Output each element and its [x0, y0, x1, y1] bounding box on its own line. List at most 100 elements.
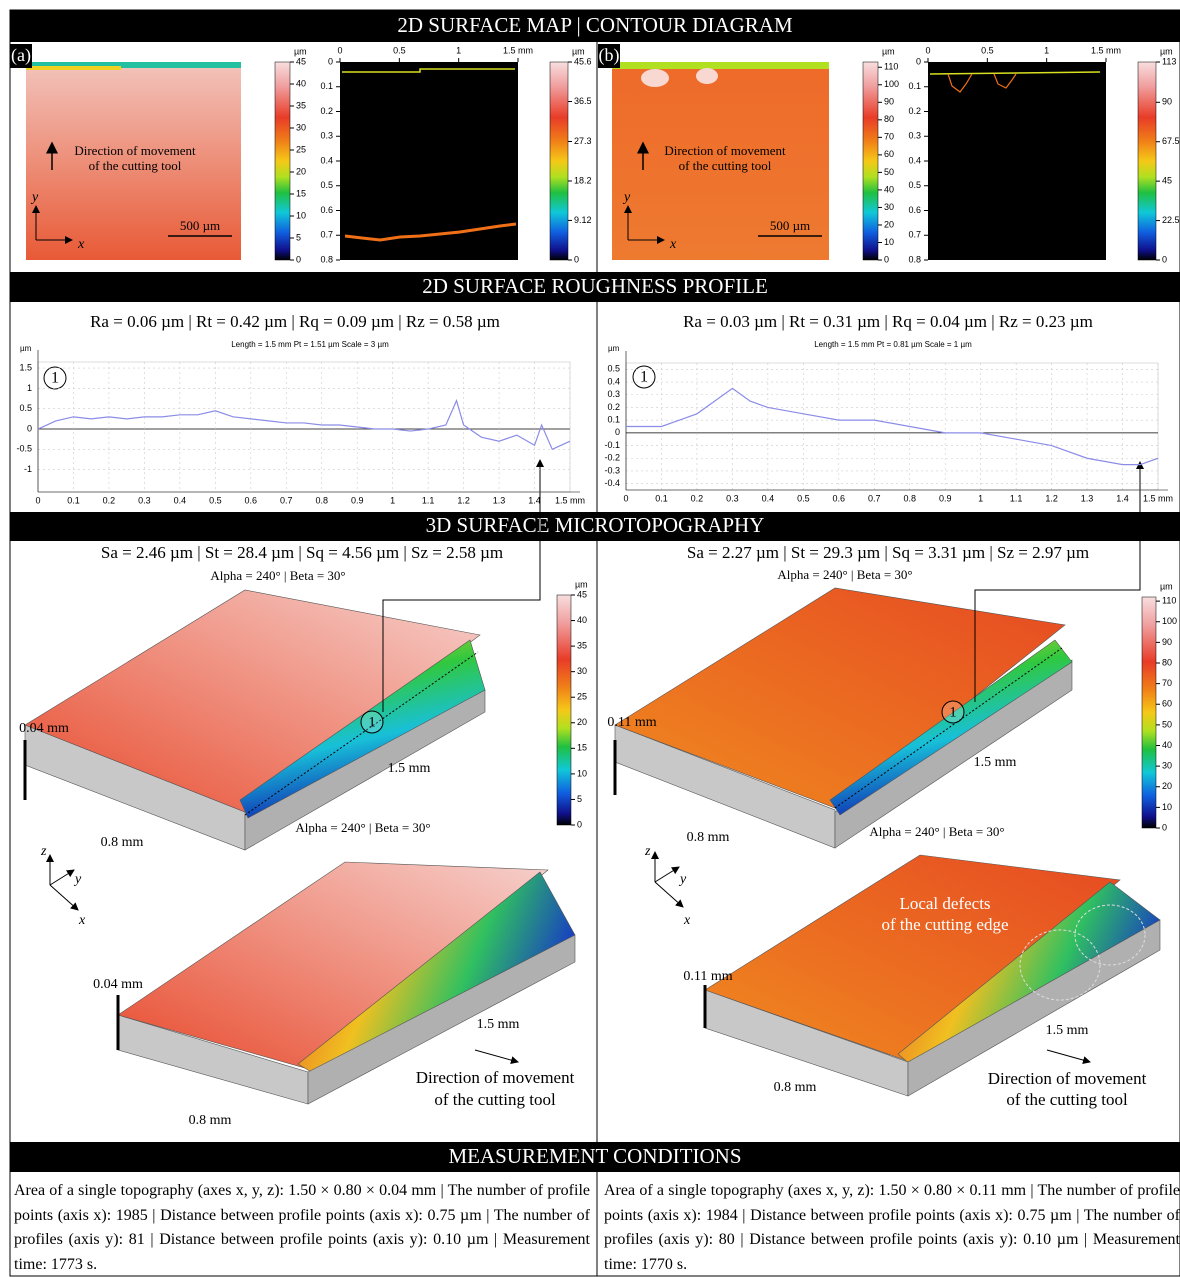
marker: 1: [640, 369, 648, 386]
colorbar-tick-label: 0: [577, 819, 582, 829]
x-tick-label: 0.8: [903, 493, 916, 503]
dimension-label: 0.04 mm: [93, 977, 143, 992]
colorbar-tick-label: 90: [1162, 637, 1172, 647]
dimension-label: 0.11 mm: [683, 969, 732, 984]
y-tick-label: 0.4: [908, 155, 921, 165]
colorbar-tick-label: 50: [1162, 719, 1172, 729]
y-tick-label: -0.5: [16, 444, 32, 454]
x-tick-label: 0.6: [833, 493, 846, 503]
defect-label: of the cutting edge: [882, 915, 1009, 934]
colorbar-tick-label: 30: [1162, 761, 1172, 771]
x-tick-label: 1.5 mm: [503, 45, 533, 55]
x-tick-label: 0: [623, 493, 628, 503]
contour-line: [344, 222, 517, 242]
y-tick-label: -0.2: [604, 453, 620, 463]
y-tick-label: 0.7: [320, 230, 333, 240]
y-tick-label: 0: [615, 427, 620, 437]
dimension-label: 1.5 mm: [477, 1017, 520, 1032]
colorbar-tick-label: 90: [1162, 97, 1172, 107]
view-angle: Alpha = 240° | Beta = 30°: [777, 567, 912, 582]
measurement-conditions: Area of a single topography (axes x, y, …: [14, 1182, 590, 1273]
colorbar-unit: µm: [1160, 581, 1173, 591]
colorbar-tick-label: 30: [296, 122, 306, 132]
direction-text: of the cutting tool: [1006, 1090, 1128, 1109]
x-tick-label: 0.5: [393, 45, 406, 55]
colorbar-tick-label: 80: [1162, 657, 1172, 667]
colorbar-tick-label: 15: [577, 743, 587, 753]
colorbar-tick-label: 40: [296, 78, 306, 88]
x-tick-label: 1: [390, 495, 395, 505]
x-tick-label: 0: [925, 45, 930, 55]
x-tick-label: 0.5: [981, 45, 994, 55]
profile-line: [244, 651, 479, 816]
axis-label: z: [40, 844, 47, 859]
y-tick-label: 0.2: [908, 106, 921, 116]
x-tick-label: 1.4: [1116, 493, 1129, 503]
y-tick-label: 0.2: [607, 402, 620, 412]
colorbar-tick-label: 0: [1162, 254, 1167, 264]
x-tick-label: 1.2: [1045, 493, 1058, 503]
y-tick-label: 0.8: [320, 254, 333, 264]
section-header-bar: [10, 10, 1180, 42]
colorbar-tick-label: 67.5: [1162, 136, 1180, 146]
colorbar-tick-label: 0: [1162, 822, 1167, 832]
x-tick-label: 0.9: [351, 495, 364, 505]
y-tick-label: -0.1: [604, 440, 620, 450]
colorbar-tick-label: 10: [296, 210, 306, 220]
render-side: [307, 934, 576, 1105]
x-tick-label: 1.5 mm: [1143, 493, 1173, 503]
colorbar-tick-label: 10: [577, 768, 587, 778]
render-annotations: [23, 459, 1146, 1064]
colorbar-tick-label: 10: [1162, 802, 1172, 812]
y-tick-label: 0.4: [607, 376, 620, 386]
colorbar-tick-label: 40: [577, 615, 587, 625]
profile-line: [37, 398, 571, 451]
surface-parameters: Sa = 2.46 µm | St = 28.4 µm | Sq = 4.56 …: [101, 543, 503, 562]
y-tick-label: 0.3: [320, 131, 333, 141]
panel-label-box: [598, 44, 620, 68]
x-tick-label: 1.5 mm: [555, 495, 585, 505]
render-top: [704, 854, 1121, 1061]
contour-plot: [928, 62, 1106, 260]
y-tick-label: 0.5: [19, 403, 32, 413]
section-header-bar: [10, 512, 1180, 541]
y-tick-label: 0.3: [607, 389, 620, 399]
direction-arrow: [474, 1049, 519, 1064]
marker-circle: [632, 365, 656, 389]
colorbar-tick-label: 0: [884, 254, 889, 264]
render-top: [24, 589, 481, 813]
marker: 1: [51, 370, 59, 387]
x-tick-label: 0.7: [280, 495, 293, 505]
render-top: [614, 587, 1066, 809]
x-tick-label: 0.3: [138, 495, 151, 505]
y-tick-label: -0.3: [604, 465, 620, 475]
dimension-label: 1.5 mm: [1046, 1023, 1089, 1038]
section-header: 2D SURFACE MAP | CONTOUR DIAGRAM: [397, 13, 793, 37]
x-tick-label: 1.3: [493, 495, 506, 505]
axis-arrow: [654, 881, 684, 908]
x-tick-label: 0.1: [655, 493, 668, 503]
y-tick-label: 0: [27, 423, 32, 433]
y-tick-label: 0.5: [607, 364, 620, 374]
x-tick-label: 1.1: [422, 495, 435, 505]
section-header: 3D SURFACE MICROTOPOGRAPHY: [426, 513, 765, 537]
y-tick-label: 0.5: [320, 180, 333, 190]
colorbar-unit: µm: [575, 579, 588, 589]
profile-info: Length = 1.5 mm Pt = 1.51 µm Scale = 3 µ…: [231, 340, 389, 349]
defect-outline: [1019, 929, 1101, 1001]
colorbar-tick-label: 30: [577, 666, 587, 676]
axis-label: y: [678, 872, 687, 887]
axis-label: x: [683, 913, 691, 928]
render-edge: [239, 639, 486, 819]
direction-text: Direction of movement: [416, 1068, 575, 1087]
surface-map-edge: [26, 66, 121, 70]
colorbar-tick-label: 45.6: [574, 56, 592, 66]
colorbar-tick-label: 110: [884, 62, 898, 72]
axis-label: x: [78, 913, 86, 928]
x-tick-label: 1: [978, 493, 983, 503]
view-angle: Alpha = 240° | Beta = 30°: [210, 568, 345, 583]
colorbar: [1137, 61, 1157, 261]
dimension-label: 0.8 mm: [189, 1113, 232, 1128]
axis-unit: µm: [608, 344, 620, 353]
